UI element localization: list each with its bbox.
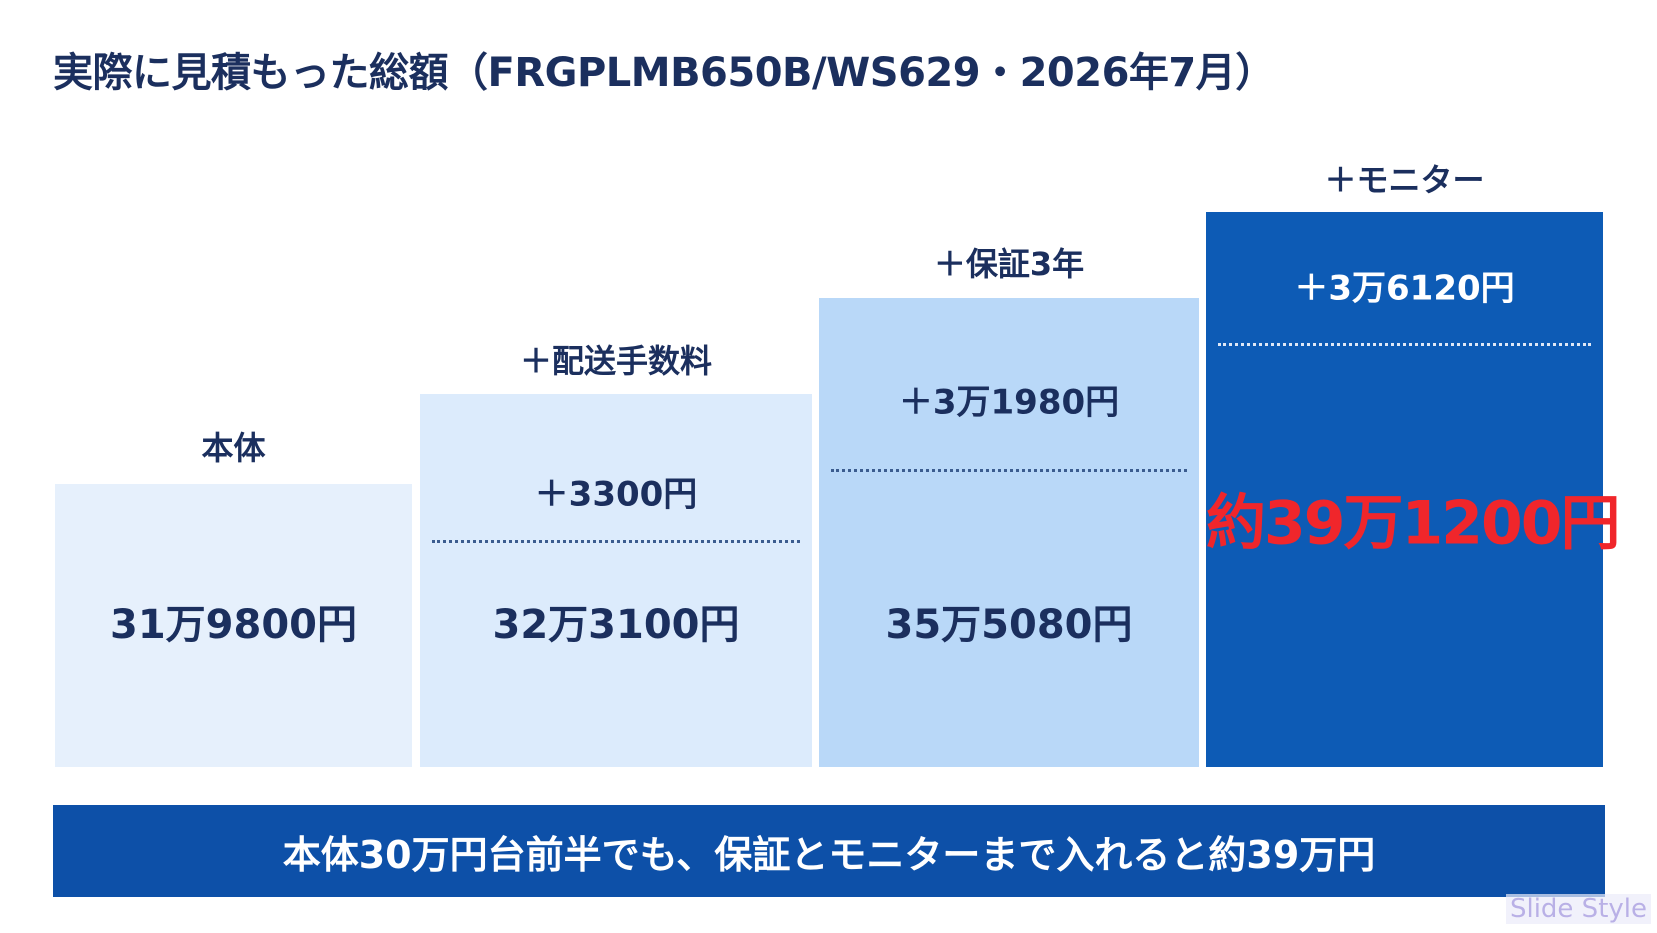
divider (831, 469, 1187, 472)
divider (432, 540, 800, 543)
watermark: Slide Style (1505, 894, 1651, 924)
step-total: 31万9800円 (110, 602, 357, 648)
divider (1218, 343, 1591, 346)
step-label: 本体 (201, 429, 266, 467)
step-label: ＋配送手数料 (519, 342, 712, 380)
grand-total: 約39万1200円 (1206, 488, 1621, 559)
summary-banner: 本体30万円台前半でも、保証とモニターまで入れると約39万円 (53, 805, 1605, 897)
title: 実際に見積もった総額（FRGPLMB650B/WS629・2026年7月） (53, 50, 1275, 96)
step-block: ＋3300円 32万3100円 (420, 394, 812, 767)
step-total: 32万3100円 (492, 602, 740, 648)
step-block: ＋3万1980円 35万5080円 (819, 298, 1199, 767)
step-block: ＋3万6120円 約39万1200円 (1206, 212, 1621, 767)
step-total: 35万5080円 (885, 602, 1133, 648)
step-label: ＋モニター (1324, 161, 1485, 199)
step-addition: ＋3万1980円 (898, 382, 1120, 423)
step-addition: ＋3万6120円 (1294, 268, 1515, 309)
step-label: ＋保証3年 (933, 245, 1085, 283)
step-addition: ＋3300円 (534, 474, 698, 515)
step-block: 31万9800円 (55, 484, 412, 767)
